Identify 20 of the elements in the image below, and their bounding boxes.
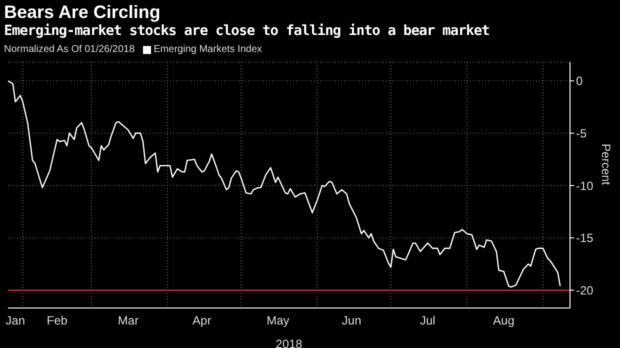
x-tick-label: May xyxy=(266,314,290,328)
x-tick-label: Apr xyxy=(192,314,212,328)
chart-subtitle: Emerging-market stocks are close to falling into a bear market xyxy=(4,23,490,39)
x-tick-label: Mar xyxy=(118,314,139,328)
x-tick-label: Feb xyxy=(46,314,68,328)
x-tick-label: Jul xyxy=(420,314,436,328)
chart-title: Bears Are Circling xyxy=(4,2,160,23)
y-tick-label: -10 xyxy=(576,178,594,193)
x-tick-label: Aug xyxy=(493,314,514,328)
y-tick-label: 0 xyxy=(576,74,583,88)
x-axis-title: 2018 xyxy=(276,337,303,348)
x-tick-label: Jun xyxy=(342,314,362,328)
y-tick-label: -20 xyxy=(576,283,594,298)
y-tick-label: -15 xyxy=(576,231,594,246)
legend-label: Emerging Markets Index xyxy=(152,44,262,55)
legend-title: Normalized As Of 01/26/2018 xyxy=(4,44,135,55)
y-axis-title: Percent xyxy=(598,144,613,186)
line-series xyxy=(8,80,561,288)
x-tick-label: Jan xyxy=(6,314,26,328)
y-tick-label: -5 xyxy=(576,126,587,140)
